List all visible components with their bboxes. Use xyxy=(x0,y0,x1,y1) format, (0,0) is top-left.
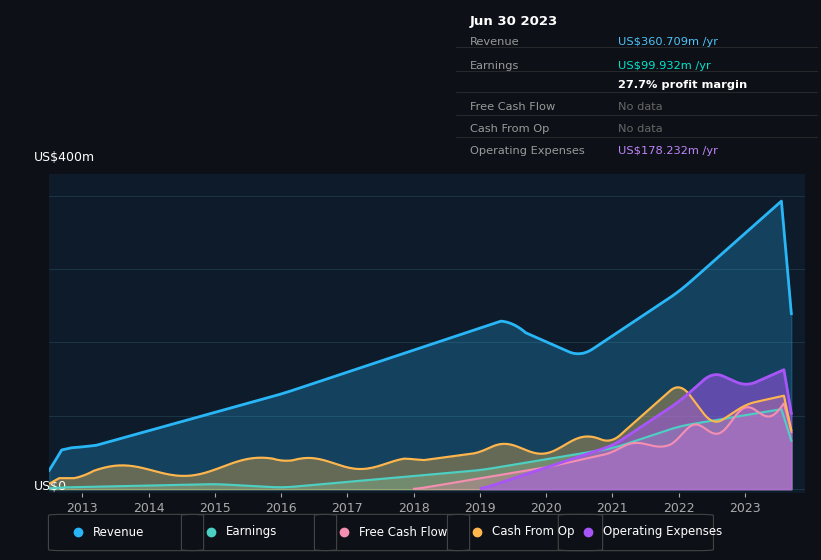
Text: Revenue: Revenue xyxy=(470,37,520,47)
Text: Operating Expenses: Operating Expenses xyxy=(470,146,585,156)
Text: Free Cash Flow: Free Cash Flow xyxy=(359,525,447,539)
Text: US$99.932m /yr: US$99.932m /yr xyxy=(618,61,711,71)
Text: Revenue: Revenue xyxy=(93,525,144,539)
Text: Operating Expenses: Operating Expenses xyxy=(603,525,722,539)
Text: 27.7% profit margin: 27.7% profit margin xyxy=(618,80,747,90)
Text: Cash From Op: Cash From Op xyxy=(492,525,574,539)
Text: US$178.232m /yr: US$178.232m /yr xyxy=(618,146,718,156)
Text: Free Cash Flow: Free Cash Flow xyxy=(470,102,555,112)
Text: Jun 30 2023: Jun 30 2023 xyxy=(470,15,558,28)
Text: US$400m: US$400m xyxy=(34,151,95,164)
Text: US$0: US$0 xyxy=(34,480,67,493)
Text: No data: No data xyxy=(618,102,663,112)
Text: Earnings: Earnings xyxy=(470,61,520,71)
Text: US$360.709m /yr: US$360.709m /yr xyxy=(618,37,718,47)
Text: Cash From Op: Cash From Op xyxy=(470,124,549,134)
Text: Earnings: Earnings xyxy=(226,525,277,539)
Text: No data: No data xyxy=(618,124,663,134)
